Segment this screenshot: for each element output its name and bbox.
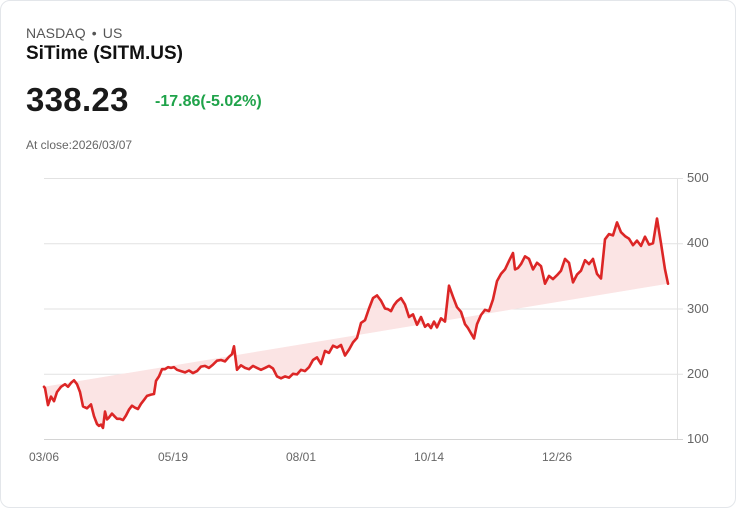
region: US [102,25,123,41]
y-tick-label: 500 [687,170,709,185]
exchange-name: NASDAQ [26,25,86,41]
current-price: 338.23 [26,81,129,118]
x-tick-label: 05/19 [158,450,189,464]
y-tick-label: 300 [687,300,709,316]
x-tick-label: 03/06 [29,450,60,464]
price-line [42,217,670,430]
y-tick-label: 200 [687,365,709,381]
close-timestamp: At close:2026/03/07 [26,138,133,152]
price-area-fill [44,218,668,428]
stock-name: SiTime (SITM.US) [26,43,183,64]
price-change: -17.86(-5.02%) [155,93,262,110]
exchange-line: NASDAQ • US [26,25,122,41]
y-tick-label: 400 [687,235,709,251]
separator-dot: • [91,25,97,41]
x-tick-label: 08/01 [286,450,317,464]
x-tick-label: 12/26 [542,450,573,464]
y-tick-label: 100 [687,431,709,446]
x-tick-label: 10/14 [414,450,445,464]
